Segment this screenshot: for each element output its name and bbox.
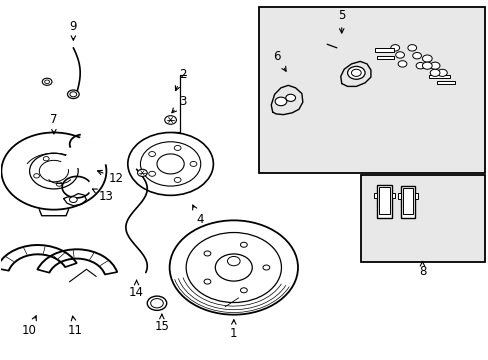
Text: 7: 7 bbox=[50, 113, 58, 134]
Circle shape bbox=[66, 161, 72, 166]
Text: 9: 9 bbox=[69, 20, 77, 40]
Bar bbox=[378, 187, 389, 214]
Circle shape bbox=[203, 279, 210, 284]
Bar bbox=[428, 75, 449, 78]
Bar bbox=[361, 175, 484, 262]
Circle shape bbox=[34, 174, 40, 178]
Circle shape bbox=[437, 69, 447, 76]
Bar bbox=[373, 193, 376, 198]
Circle shape bbox=[412, 53, 421, 59]
Text: 14: 14 bbox=[129, 280, 144, 299]
Circle shape bbox=[215, 254, 252, 281]
Circle shape bbox=[67, 90, 79, 99]
Text: 6: 6 bbox=[273, 50, 285, 71]
Text: 3: 3 bbox=[172, 95, 186, 113]
Text: 13: 13 bbox=[92, 189, 113, 203]
Bar bbox=[376, 56, 393, 59]
Circle shape bbox=[39, 160, 68, 182]
Text: 2: 2 bbox=[175, 68, 186, 91]
Circle shape bbox=[240, 242, 247, 247]
Text: 5: 5 bbox=[337, 9, 345, 33]
Circle shape bbox=[190, 161, 197, 166]
Wedge shape bbox=[54, 136, 107, 171]
Circle shape bbox=[429, 62, 439, 69]
Text: 15: 15 bbox=[154, 314, 169, 333]
Circle shape bbox=[174, 177, 181, 183]
Circle shape bbox=[263, 265, 269, 270]
Text: 10: 10 bbox=[22, 316, 37, 337]
Circle shape bbox=[174, 145, 181, 150]
Circle shape bbox=[150, 298, 163, 308]
Circle shape bbox=[43, 157, 49, 161]
Circle shape bbox=[148, 152, 155, 157]
Text: 8: 8 bbox=[418, 261, 425, 278]
Circle shape bbox=[44, 80, 49, 84]
Circle shape bbox=[127, 132, 213, 195]
Text: 12: 12 bbox=[97, 170, 123, 185]
Circle shape bbox=[70, 92, 77, 97]
Bar bbox=[414, 193, 417, 199]
Circle shape bbox=[429, 69, 439, 76]
Bar bbox=[397, 193, 400, 199]
Circle shape bbox=[422, 62, 431, 69]
Text: 1: 1 bbox=[229, 320, 237, 340]
Bar bbox=[259, 7, 484, 173]
Circle shape bbox=[395, 52, 404, 58]
Circle shape bbox=[351, 69, 361, 76]
Circle shape bbox=[390, 45, 399, 51]
Circle shape bbox=[30, 153, 78, 189]
Text: 11: 11 bbox=[68, 316, 82, 337]
Circle shape bbox=[69, 197, 77, 203]
Circle shape bbox=[422, 55, 431, 62]
Bar bbox=[436, 81, 454, 84]
Text: 4: 4 bbox=[192, 205, 203, 226]
Circle shape bbox=[285, 94, 295, 102]
Circle shape bbox=[56, 182, 62, 186]
Circle shape bbox=[397, 61, 406, 67]
Circle shape bbox=[227, 256, 240, 266]
Circle shape bbox=[186, 233, 281, 302]
Circle shape bbox=[164, 116, 176, 124]
Circle shape bbox=[275, 97, 286, 106]
Circle shape bbox=[148, 171, 155, 176]
Circle shape bbox=[203, 251, 210, 256]
Circle shape bbox=[347, 66, 365, 79]
Bar bbox=[391, 193, 394, 198]
Circle shape bbox=[42, 78, 52, 85]
Circle shape bbox=[137, 169, 147, 176]
Circle shape bbox=[1, 132, 106, 210]
Circle shape bbox=[415, 63, 424, 69]
Bar bbox=[400, 186, 414, 217]
Bar bbox=[376, 185, 391, 217]
Bar bbox=[374, 48, 393, 52]
Circle shape bbox=[157, 154, 184, 174]
Circle shape bbox=[169, 220, 297, 315]
Circle shape bbox=[147, 296, 166, 310]
Circle shape bbox=[240, 288, 247, 293]
Circle shape bbox=[407, 45, 416, 51]
Bar bbox=[402, 188, 412, 214]
Circle shape bbox=[140, 142, 201, 186]
